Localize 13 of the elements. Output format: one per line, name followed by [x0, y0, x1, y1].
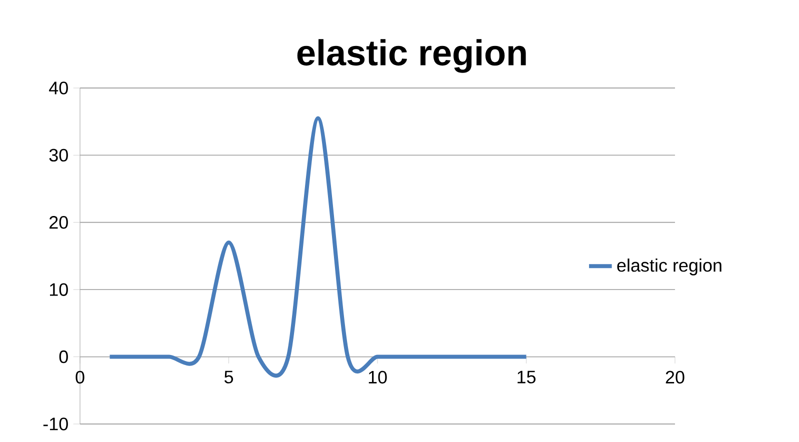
- y-tick-label: 30: [49, 148, 68, 162]
- x-tick-label: 20: [666, 370, 684, 384]
- chart-title: elastic region: [297, 39, 526, 73]
- y-tick-label: 0: [59, 350, 68, 364]
- y-tick-label: 40: [49, 82, 68, 94]
- x-tick-label: 15: [518, 370, 536, 384]
- legend-label: elastic region: [617, 258, 722, 276]
- y-tick-label: 10: [50, 283, 68, 296]
- x-tick-label: 5: [224, 370, 234, 384]
- x-tick-label: 10: [368, 370, 387, 384]
- y-tick-label: -10: [43, 418, 68, 430]
- y-tick-label: 20: [50, 216, 68, 229]
- x-tick-label: 0: [76, 370, 84, 384]
